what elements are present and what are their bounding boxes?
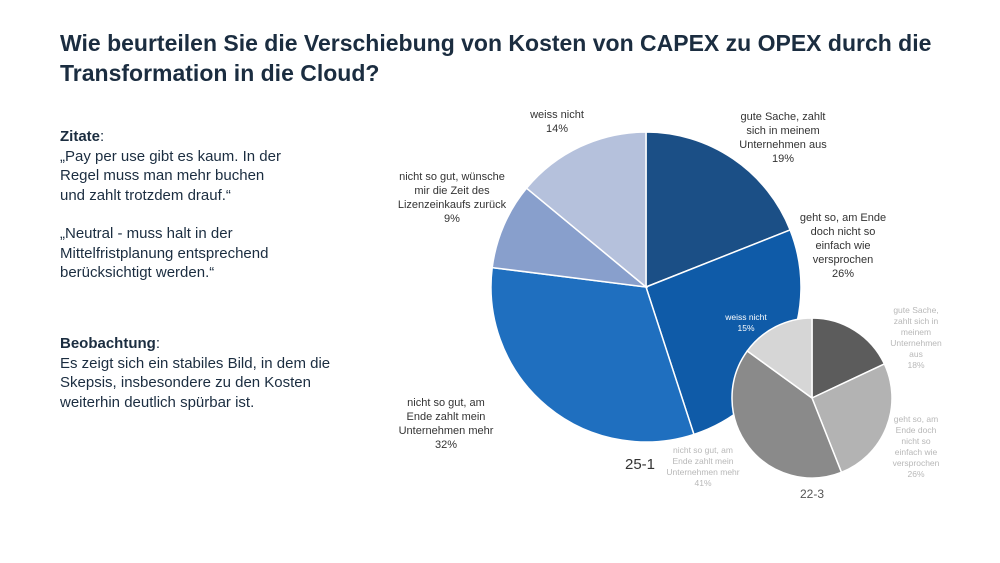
pie-25-1-label-2-line-0: nicht so gut, am xyxy=(407,397,485,409)
pie-22-3-label-1-line-0: geht so, am xyxy=(894,414,938,424)
quote-2-line-3: berücksichtigt werden.“ xyxy=(60,264,215,281)
pie-25-1-label-0: gute Sache, zahlt sich in meinem Unternehm… xyxy=(739,111,827,165)
beobachtung-heading: Beobachtung xyxy=(60,335,156,352)
pie-25-1-label-0-line-1: sich in meinem xyxy=(746,125,819,137)
pie-22-3-label-3: weiss nicht 15% xyxy=(724,312,767,333)
pie-25-1-label-3: nicht so gut, wünsche mir die Zeit des Liz… xyxy=(398,171,507,225)
beobachtung-colon: : xyxy=(155,335,161,352)
pie-22-3-pct-1: 26% xyxy=(907,469,924,479)
beobachtung-line-1: Es zeigt sich ein stabiles Bild, in dem … xyxy=(60,354,331,372)
pie-title-25-1: 25-1 xyxy=(625,456,655,473)
pie-22-3-label-2-line-0: nicht so gut, am xyxy=(673,445,733,455)
pie-25-1-label-1-line-2: einfach wie xyxy=(815,240,870,252)
beobachtung-block: Beobachtung: Es zeigt sich ein stabiles … xyxy=(60,334,330,412)
pie-22-3-label-3-line-0: weiss nicht xyxy=(724,312,767,322)
pie-25-1-label-1-line-0: geht so, am Ende xyxy=(800,212,886,224)
pie-25-1-label-1: geht so, am Ende doch nicht so einfach wie… xyxy=(800,212,886,280)
quote-1-line-1: „Pay per use gibt es kaum. In der xyxy=(60,147,281,165)
pie-25-1-label-4-line-0: weiss nicht xyxy=(529,109,584,121)
pie-22-3-slice-2 xyxy=(731,349,843,479)
pie-22-3-label-0-line-1: zahlt sich in xyxy=(894,316,939,326)
pie-22-3-label-2-line-2: Unternehmen mehr xyxy=(666,467,739,477)
pie-22-3-slice-0 xyxy=(811,317,886,400)
pie-title-22-3: 22-3 xyxy=(800,487,824,501)
page-title: Wie beurteilen Sie die Verschiebung von … xyxy=(60,30,932,86)
zitate-heading: Zitate xyxy=(60,128,101,145)
pie-25-1-label-3-line-0: nicht so gut, wünsche xyxy=(399,171,505,183)
pie-22-3-label-1-line-4: versprochen xyxy=(893,458,940,468)
pie-25-1-label-2-line-2: Unternehmen mehr xyxy=(399,425,494,437)
pie-22-3-pct-2: 41% xyxy=(694,478,711,488)
pie-25-1-label-1-line-3: versprochen xyxy=(813,254,874,266)
pie-22-3-slice-3 xyxy=(746,317,813,400)
pie-22-3-label-0-line-0: gute Sache, xyxy=(893,305,938,315)
quote-1-line-2: Regel muss man mehr buchen xyxy=(60,167,265,184)
pie-25-1-slice-3 xyxy=(491,187,649,289)
pie-22-3-pct-0: 18% xyxy=(907,360,924,370)
pie-25-1-label-0-line-2: Unternehmen aus xyxy=(739,139,827,151)
pie-25-1-label-3-line-1: mir die Zeit des xyxy=(414,185,490,197)
quote-2-line-1: „Neutral - muss halt in der xyxy=(60,225,233,242)
pie-22-3-label-0-line-4: aus xyxy=(909,349,923,359)
quote-1-line-3: und zahlt trotzdem drauf.“ xyxy=(60,186,231,204)
pie-22-3-label-2: nicht so gut, am Ende zahlt mein Unternehm… xyxy=(666,445,739,488)
pie-chart-22-3 xyxy=(731,317,893,479)
pie-22-3-label-1-line-3: einfach wie xyxy=(895,447,938,457)
pie-22-3-label-0-line-2: meinem xyxy=(901,327,931,337)
pie-22-3-pct-3: 15% xyxy=(737,323,754,333)
zitate-block: Zitate: „Pay per use gibt es kaum. In de… xyxy=(60,127,281,283)
pie-22-3-label-2-line-1: Ende zahlt mein xyxy=(673,456,734,466)
pie-25-1-label-2-line-1: Ende zahlt mein xyxy=(407,411,486,423)
pie-22-3-label-1-line-1: Ende doch xyxy=(896,425,937,435)
pie-22-3-label-0-line-3: Unternehmen xyxy=(890,338,942,348)
pie-25-1-label-3-line-2: Lizenzeinkaufs zurück xyxy=(398,199,507,211)
pie-25-1-slice-0 xyxy=(645,131,792,289)
pie-22-3-label-1: geht so, am Ende doch nicht so einfach wie v… xyxy=(893,414,940,479)
pie-25-1-label-0-line-0: gute Sache, zahlt xyxy=(740,111,825,123)
pie-25-1-pct-3: 9% xyxy=(444,213,460,225)
pie-25-1-slice-2 xyxy=(490,266,695,443)
pie-22-3-slice-1 xyxy=(811,362,893,474)
beobachtung-line-3: weiterhin deutlich spürbar ist. xyxy=(60,393,255,411)
pie-22-3-label-0: gute Sache, zahlt sich in meinem Unternehme… xyxy=(890,305,942,370)
quote-2-line-2: Mittelfristplanung entsprechend xyxy=(60,244,269,262)
pie-25-1-pct-4: 14% xyxy=(546,123,568,135)
pie-25-1-pct-0: 19% xyxy=(772,153,794,165)
beobachtung-line-2: Skepsis, insbesondere zu den Kosten xyxy=(60,374,311,391)
pie-25-1-slice-4 xyxy=(525,131,647,289)
pie-25-1-label-2: nicht so gut, am Ende zahlt mein Unternehm… xyxy=(399,397,494,451)
pie-25-1-pct-2: 32% xyxy=(435,439,457,451)
zitate-colon: : xyxy=(100,128,105,145)
pie-25-1-label-1-line-1: doch nicht so xyxy=(811,226,876,238)
pie-22-3-label-1-line-2: nicht so xyxy=(901,436,931,446)
pie-25-1-label-4: weiss nicht 14% xyxy=(529,109,584,135)
pie-25-1-pct-1: 26% xyxy=(832,268,854,280)
